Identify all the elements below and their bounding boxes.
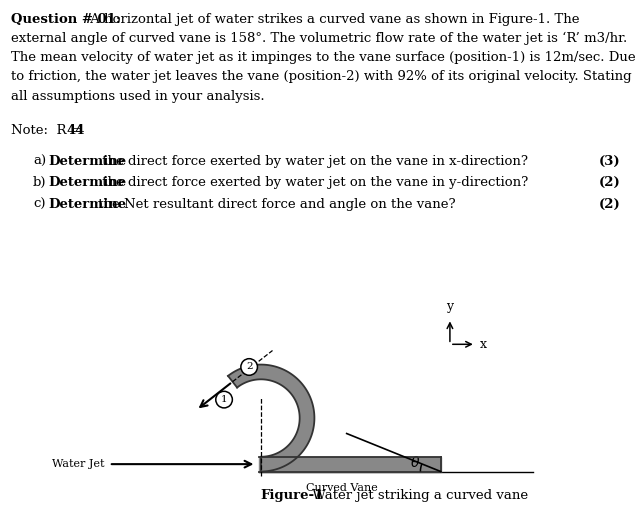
Text: external angle of curved vane is 158°. The volumetric flow rate of the water jet: external angle of curved vane is 158°. T… (11, 32, 628, 45)
Text: Note:  R =: Note: R = (11, 124, 86, 137)
Text: 2: 2 (246, 363, 252, 372)
Polygon shape (259, 457, 441, 472)
Text: $\theta$: $\theta$ (410, 455, 420, 470)
Circle shape (216, 391, 232, 408)
Text: Determine: Determine (48, 155, 127, 168)
Text: c): c) (33, 198, 46, 210)
Text: 1: 1 (221, 395, 228, 404)
Circle shape (241, 358, 258, 375)
Text: (3): (3) (598, 155, 620, 168)
Text: Determine: Determine (48, 176, 127, 190)
Text: the direct force exerted by water jet on the vane in y-direction?: the direct force exerted by water jet on… (98, 176, 528, 190)
Text: Curved Vane: Curved Vane (306, 483, 378, 493)
Text: Determine: Determine (48, 198, 127, 210)
Text: Question # 01:: Question # 01: (11, 13, 121, 26)
Text: A horizontal jet of water strikes a curved vane as shown in Figure-1. The: A horizontal jet of water strikes a curv… (86, 13, 580, 26)
Text: 44: 44 (67, 124, 85, 137)
Text: all assumptions used in your analysis.: all assumptions used in your analysis. (11, 90, 265, 103)
Text: a): a) (33, 155, 46, 168)
Text: The mean velocity of water jet as it impinges to the vane surface (position-1) i: The mean velocity of water jet as it imp… (11, 51, 636, 64)
Text: b): b) (33, 176, 46, 190)
Text: Figure-1: Figure-1 (261, 489, 324, 502)
Text: x: x (480, 338, 487, 351)
Text: Water jet striking a curved vane: Water jet striking a curved vane (308, 489, 529, 502)
Polygon shape (228, 365, 314, 472)
Text: to friction, the water jet leaves the vane (position-2) with 92% of its original: to friction, the water jet leaves the va… (11, 70, 632, 84)
Text: the Net resultant direct force and angle on the vane?: the Net resultant direct force and angle… (94, 198, 456, 210)
Text: (2): (2) (598, 176, 620, 190)
Text: the direct force exerted by water jet on the vane in x-direction?: the direct force exerted by water jet on… (98, 155, 528, 168)
Text: y: y (446, 300, 453, 313)
Text: Water Jet: Water Jet (52, 459, 104, 469)
Text: (2): (2) (598, 198, 620, 210)
